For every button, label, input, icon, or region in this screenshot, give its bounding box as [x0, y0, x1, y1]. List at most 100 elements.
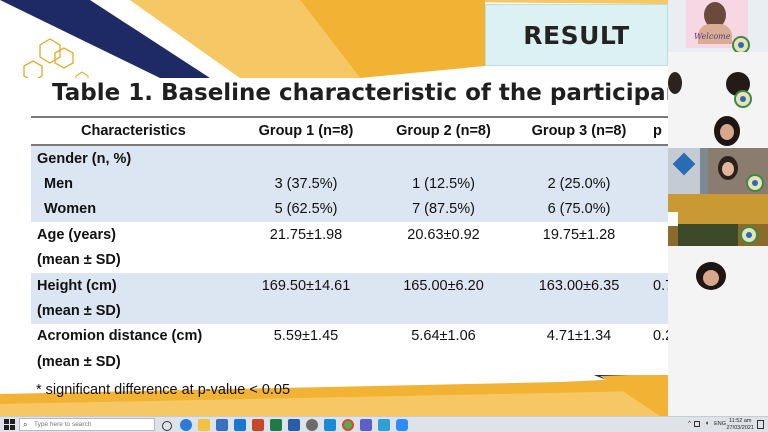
language-indicator[interactable]: ENG	[714, 421, 726, 427]
cell-group-1	[236, 145, 376, 171]
tile-label-icon	[668, 212, 678, 226]
school-crest-icon	[732, 36, 750, 52]
header-characteristics: Characteristics	[81, 123, 186, 139]
zalo-icon[interactable]	[324, 419, 336, 431]
cell-group-2: 165.00±6.20	[403, 277, 484, 294]
windows-taskbar: ⌕ ^ ◖ ENG 11:52 am 27/03/2021	[0, 416, 768, 432]
zoom-icon[interactable]	[396, 419, 408, 431]
cell-group-1	[236, 248, 376, 273]
table-row: Height (cm) 169.50±14.61 165.00±6.20 163…	[31, 272, 735, 299]
participant-avatar	[703, 270, 719, 286]
row-label: Age (years)	[37, 226, 116, 243]
network-icon[interactable]	[694, 421, 700, 427]
table-footnote: * significant difference at p-value < 0.…	[36, 382, 291, 398]
result-label-box: RESULT	[485, 4, 668, 66]
row-label: Gender (n, %)	[37, 150, 132, 167]
cell-group-2: 1 (12.5%)	[412, 176, 475, 193]
table-row: (mean ± SD)	[31, 298, 735, 324]
cell-group-2: 5.64±1.06	[411, 328, 476, 345]
table-row: Gender (n, %)	[31, 145, 735, 172]
windows-start-icon[interactable]	[4, 419, 15, 430]
clock-time: 11:52 am	[728, 418, 752, 424]
school-crest-icon	[734, 90, 752, 108]
volume-icon[interactable]: ◖	[704, 420, 709, 427]
cell-group-3: 19.75±1.28	[542, 226, 616, 243]
row-label: Acromion distance (cm)	[37, 328, 203, 345]
table-header-row: Characteristics Group 1 (n=8) Group 2 (n…	[31, 117, 735, 145]
header-p-value: p	[653, 123, 662, 139]
participant-avatar	[722, 162, 734, 176]
participant-tile-3[interactable]	[668, 112, 768, 148]
cell-group-1: 169.50±14.61	[261, 277, 351, 294]
participant-avatar	[704, 2, 726, 28]
table-row: Age (years) 21.75±1.98 20.63±0.92 19.75±…	[31, 222, 735, 248]
cell-group-3: 2 (25.0%)	[547, 176, 611, 193]
cell-group-2	[376, 248, 511, 273]
cell-group-3	[511, 248, 647, 273]
participant-tile-2[interactable]	[668, 62, 768, 108]
edge-icon[interactable]	[180, 419, 192, 431]
cell-group-1: 5.59±1.45	[273, 328, 339, 345]
row-label: Women	[44, 201, 97, 218]
cell-group-2	[376, 349, 511, 374]
slide-title: Table 1. Baseline characteristic of the …	[52, 80, 707, 106]
clock-date: 27/03/2021	[726, 425, 754, 431]
school-crest-icon	[746, 174, 764, 192]
notification-icon[interactable]	[757, 420, 764, 429]
cell-group-1: 5 (62.5%)	[274, 201, 338, 218]
welcome-banner: Welcome	[694, 32, 731, 41]
chrome-icon[interactable]	[342, 419, 354, 431]
mail-icon[interactable]	[234, 419, 246, 431]
participant-tile-6[interactable]	[668, 250, 768, 290]
word-icon[interactable]	[288, 419, 300, 431]
result-label: RESULT	[523, 20, 630, 50]
row-label: (mean ± SD)	[37, 353, 121, 370]
table-row: Women 5 (62.5%) 7 (87.5%) 6 (75.0%)	[31, 196, 735, 223]
cell-group-3	[511, 298, 647, 323]
baseline-table: Characteristics Group 1 (n=8) Group 2 (n…	[31, 116, 735, 375]
header-group-2: Group 2 (n=8)	[396, 123, 491, 139]
taskbar-search-box[interactable]: ⌕	[19, 418, 155, 431]
participant-tile-5[interactable]	[668, 194, 768, 246]
cell-group-1	[236, 298, 376, 323]
row-label: (mean ± SD)	[37, 252, 121, 269]
search-input[interactable]	[34, 419, 152, 430]
cell-group-2	[376, 298, 511, 323]
cell-group-2: 7 (87.5%)	[412, 201, 475, 218]
participant-avatar	[720, 124, 734, 140]
clock[interactable]: 11:52 am 27/03/2021	[726, 418, 754, 432]
participant-panel: Welcome	[668, 0, 768, 416]
teams-icon[interactable]	[360, 419, 372, 431]
cell-group-1: 3 (37.5%)	[274, 176, 338, 193]
cell-group-3: 4.71±1.34	[546, 328, 612, 345]
photos-icon[interactable]	[378, 419, 390, 431]
cell-group-3: 163.00±6.35	[538, 277, 620, 294]
participant-tile-4[interactable]	[668, 148, 768, 194]
cell-group-1	[236, 349, 376, 374]
school-crest-icon	[740, 226, 758, 244]
header-group-1: Group 1 (n=8)	[258, 123, 354, 139]
vpn-icon[interactable]	[306, 419, 318, 431]
participant-tile-1[interactable]: Welcome	[668, 0, 768, 52]
system-tray: ^ ◖ ENG 11:52 am 27/03/2021	[674, 418, 764, 432]
row-label: Men	[44, 176, 73, 193]
cell-group-3: 6 (75.0%)	[547, 201, 611, 218]
row-label: Height (cm)	[37, 277, 117, 294]
file-explorer-icon[interactable]	[198, 419, 210, 431]
cell-group-3	[511, 349, 647, 374]
cell-group-2: 20.63±0.92	[407, 226, 480, 243]
slide-top-decoration	[0, 0, 768, 78]
table-row: (mean ± SD)	[31, 247, 735, 273]
search-icon: ⌕	[23, 420, 28, 429]
table-row: Acromion distance (cm) 5.59±1.45 5.64±1.…	[31, 323, 735, 350]
powerpoint-icon[interactable]	[252, 419, 264, 431]
cell-group-2	[376, 145, 511, 171]
store-icon[interactable]	[216, 419, 228, 431]
task-view-icon[interactable]	[162, 421, 172, 431]
row-label: (mean ± SD)	[37, 303, 121, 320]
excel-icon[interactable]	[270, 419, 282, 431]
cell-group-3	[511, 145, 647, 171]
table-row: Men 3 (37.5%) 1 (12.5%) 2 (25.0%)	[31, 171, 735, 197]
tray-overflow-icon[interactable]: ^	[688, 421, 691, 427]
